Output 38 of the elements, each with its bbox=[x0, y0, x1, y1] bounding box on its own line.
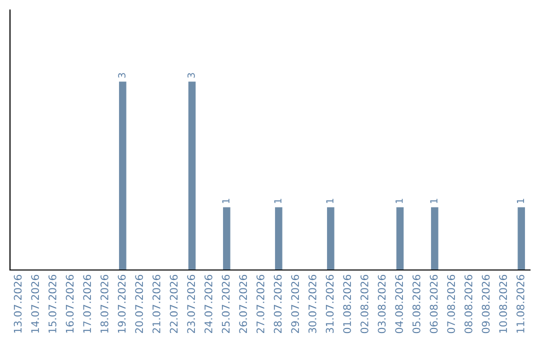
x-tick-label: 13.07.2026 bbox=[14, 274, 22, 333]
x-tick-label: 11.08.2026 bbox=[516, 274, 524, 333]
x-tick-label: 26.07.2026 bbox=[239, 274, 248, 334]
x-tick-label: 24.07.2026 bbox=[204, 274, 212, 334]
x-tick-label: 19.07.2026 bbox=[118, 274, 126, 333]
data-label: 3 bbox=[187, 73, 195, 78]
x-tick-label: 22.07.2026 bbox=[170, 274, 178, 334]
x-tick-label: 25.07.2026 bbox=[222, 274, 230, 334]
x-tick-label: 07.08.2026 bbox=[447, 274, 456, 334]
data-label: 1 bbox=[430, 198, 438, 204]
data-label: 1 bbox=[326, 198, 334, 204]
x-tick-label: 16.07.2026 bbox=[66, 274, 74, 333]
data-label: 1 bbox=[516, 198, 524, 204]
x-tick-label: 01.08.2026 bbox=[343, 274, 352, 334]
x-tick-label: 04.08.2026 bbox=[395, 274, 404, 334]
x-tick-label: 27.07.2026 bbox=[256, 274, 264, 334]
x-tick-label: 08.08.2026 bbox=[464, 274, 472, 334]
x-tick-label: 14.07.2026 bbox=[31, 274, 40, 333]
x-tick-label: 03.08.2026 bbox=[378, 274, 386, 334]
x-tick-label: 17.07.2026 bbox=[83, 274, 92, 333]
x-tick-label: 10.08.2026 bbox=[499, 274, 508, 333]
x-tick-label: 02.08.2026 bbox=[360, 274, 368, 334]
x-tick-label: 28.07.2026 bbox=[274, 274, 282, 334]
x-tick-label: 06.08.2026 bbox=[430, 274, 438, 334]
data-label: 1 bbox=[396, 198, 403, 204]
x-tick-label: 31.07.2026 bbox=[326, 274, 334, 334]
data-label: 3 bbox=[118, 73, 126, 78]
x-tick-label: 23.07.2026 bbox=[187, 274, 196, 334]
x-tick-label: 05.08.2026 bbox=[412, 274, 420, 334]
x-tick-label: 21.07.2026 bbox=[152, 274, 160, 334]
x-tick-label: 29.07.2026 bbox=[291, 274, 300, 334]
x-tick-label: 15.07.2026 bbox=[48, 274, 56, 333]
x-tick-label: 18.07.2026 bbox=[100, 274, 108, 333]
x-tick-label: 09.08.2026 bbox=[482, 274, 490, 334]
data-label: 1 bbox=[274, 198, 282, 204]
x-tick-label: 30.07.2026 bbox=[308, 274, 316, 334]
x-tick-label: 20.07.2026 bbox=[135, 274, 144, 334]
data-label: 1 bbox=[222, 198, 230, 204]
